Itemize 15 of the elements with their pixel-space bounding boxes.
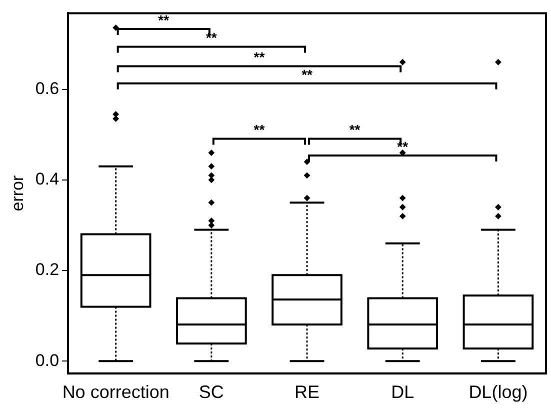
x-tick-label: SC bbox=[198, 382, 224, 402]
y-tick-label: 0.0 bbox=[35, 350, 60, 370]
y-axis-title: error bbox=[8, 175, 27, 212]
annotation: ** bbox=[254, 122, 266, 138]
x-tick-label: RE bbox=[294, 382, 320, 402]
x-tick-label: DL bbox=[391, 382, 414, 402]
y-tick-label: 0.6 bbox=[35, 79, 60, 98]
y-tick-label: 0.2 bbox=[35, 260, 60, 280]
annotation: ** bbox=[302, 66, 314, 82]
annotation: ** bbox=[158, 12, 170, 28]
x-tick-label: DL(log) bbox=[468, 382, 528, 402]
annotation: ** bbox=[254, 49, 266, 66]
y-tick-label: 0.4 bbox=[35, 170, 60, 189]
x-tick-label: No correction bbox=[62, 382, 170, 402]
annotation: ** bbox=[349, 122, 361, 138]
